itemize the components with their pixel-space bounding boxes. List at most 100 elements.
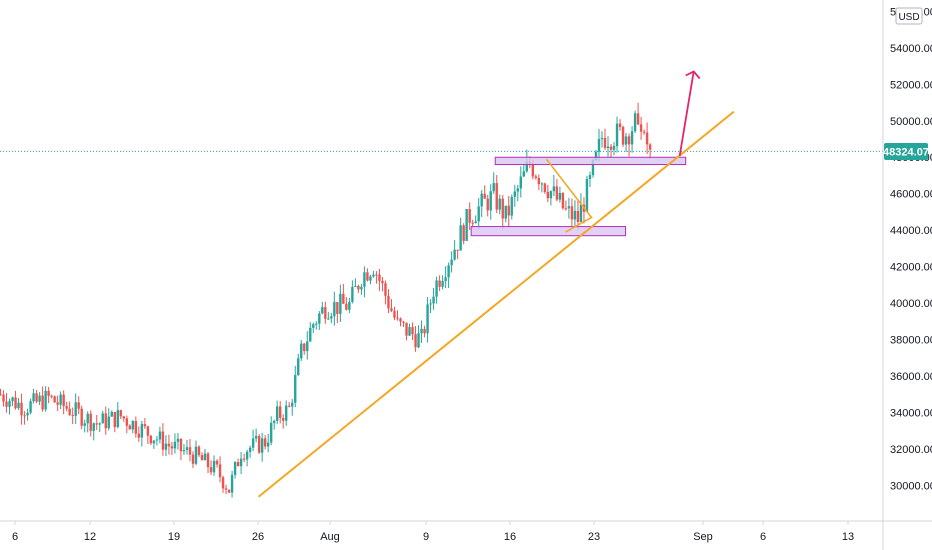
candle-body xyxy=(140,424,144,438)
candle-body xyxy=(197,446,201,456)
candle-body xyxy=(254,436,258,439)
candle-body xyxy=(122,416,126,419)
candle-body xyxy=(32,393,35,402)
candle-body xyxy=(543,183,547,192)
candle-body xyxy=(639,124,643,132)
candle-body xyxy=(417,333,420,348)
candle-body xyxy=(570,206,574,220)
candle-body xyxy=(513,191,516,197)
candle-body xyxy=(38,395,41,402)
candle-body xyxy=(336,302,339,314)
candle-body xyxy=(501,198,504,219)
candle-body xyxy=(567,206,571,209)
candle-body xyxy=(432,296,435,304)
candle-body xyxy=(402,321,405,323)
candle-body xyxy=(597,138,601,152)
candle-body xyxy=(288,405,291,407)
candle-body xyxy=(504,205,507,219)
candle-body xyxy=(239,458,243,467)
candle-body xyxy=(269,422,273,443)
candle-body xyxy=(0,394,2,396)
candle-body xyxy=(486,198,489,211)
candle-body xyxy=(603,137,607,149)
support-zone xyxy=(470,226,627,237)
candle-body xyxy=(414,334,417,348)
candle-body xyxy=(170,446,174,449)
candle-body xyxy=(297,358,300,376)
candle-body xyxy=(429,303,432,305)
y-tick-label: 38000.00 xyxy=(890,335,932,347)
candle-body xyxy=(275,406,279,421)
x-tick-label: Aug xyxy=(320,531,340,543)
candle-body xyxy=(564,208,568,210)
currency-badge[interactable]: USD xyxy=(895,7,923,25)
candle-body xyxy=(333,302,336,317)
candle-body xyxy=(441,280,444,287)
candle-body xyxy=(588,175,592,179)
candle-body xyxy=(2,394,5,402)
candle-body xyxy=(630,131,634,145)
candle-body xyxy=(585,178,589,212)
candle-body xyxy=(480,193,483,207)
projection-arrow-head xyxy=(685,70,701,80)
candle-body xyxy=(363,272,366,287)
candle-body xyxy=(462,225,465,241)
candle-body xyxy=(612,146,616,150)
y-tick-label: 44000.00 xyxy=(890,225,932,237)
last-price-value: 48324.07 xyxy=(883,147,929,159)
candle-body xyxy=(185,447,189,451)
candle-body xyxy=(444,277,447,281)
candle-body xyxy=(405,322,408,336)
candle-body xyxy=(555,186,559,200)
y-tick-label: 30000.00 xyxy=(890,481,932,493)
candle-body xyxy=(396,317,399,319)
candle-body xyxy=(339,293,342,314)
candle-body xyxy=(71,414,74,416)
candle-body xyxy=(188,447,192,455)
candle-body xyxy=(209,467,213,473)
candle-body xyxy=(579,204,583,222)
candle-body xyxy=(173,441,177,449)
candle-body xyxy=(47,390,50,396)
x-tick-label: 19 xyxy=(168,531,180,543)
candle-body xyxy=(387,295,390,309)
candle-body xyxy=(507,205,510,216)
candle-body xyxy=(423,328,426,334)
x-tick-label: 6 xyxy=(12,531,18,543)
candle-body xyxy=(158,431,162,440)
candle-body xyxy=(561,192,565,209)
candle-body xyxy=(534,176,538,178)
candle-body xyxy=(291,402,294,407)
candle-body xyxy=(318,313,321,324)
candle-body xyxy=(218,464,222,478)
candle-body xyxy=(495,183,498,210)
candle-body xyxy=(128,425,132,430)
candle-body xyxy=(50,395,53,397)
candle-body xyxy=(182,450,186,452)
candle-body xyxy=(248,447,252,452)
candle-body xyxy=(375,274,378,276)
candle-body xyxy=(354,285,357,287)
candle-body xyxy=(600,137,604,139)
candle-body xyxy=(260,438,264,453)
candle-body xyxy=(459,225,462,251)
candle-body xyxy=(624,136,628,145)
candle-body xyxy=(303,343,306,352)
y-axis-ticks: 56000.0054000.0052000.0050000.0048000.00… xyxy=(890,6,932,492)
candle-body xyxy=(68,408,71,415)
candle-body xyxy=(285,405,288,421)
candle-body xyxy=(194,446,198,464)
candle-body xyxy=(152,440,156,444)
x-tick-label: 13 xyxy=(842,531,854,543)
candle-body xyxy=(636,113,640,125)
x-tick-label: Sep xyxy=(693,531,713,543)
candle-body xyxy=(176,438,180,442)
candle-body xyxy=(282,418,285,421)
candle-body xyxy=(300,343,303,359)
y-tick-label: 46000.00 xyxy=(890,189,932,201)
candle-body xyxy=(510,196,513,216)
candle-body xyxy=(131,420,135,430)
candle-body xyxy=(411,327,414,335)
candle-body xyxy=(498,198,501,210)
